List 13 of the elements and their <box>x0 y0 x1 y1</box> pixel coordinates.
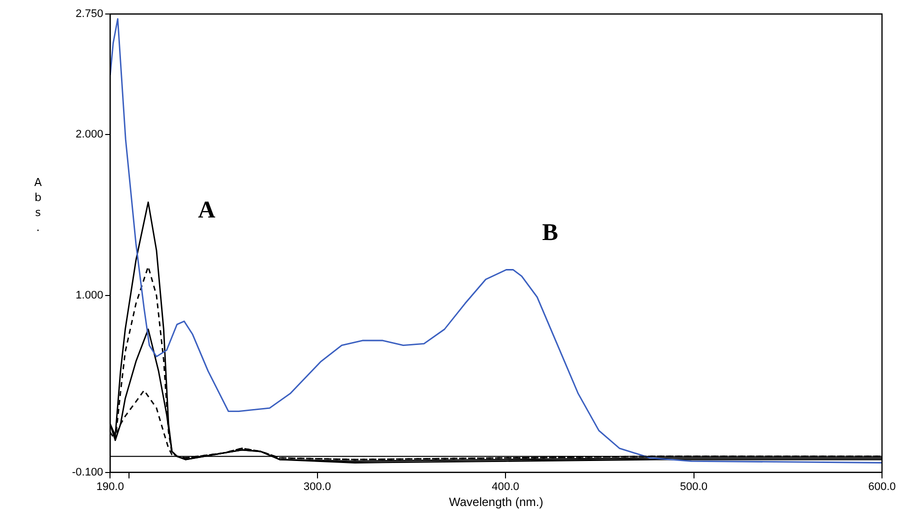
y-axis-title: Abs. <box>34 176 42 234</box>
annotation: A <box>198 197 216 224</box>
x-tick-label: 190.0 <box>96 481 124 494</box>
x-tick-label: 300.0 <box>303 481 332 494</box>
x-tick-label: 400.0 <box>492 481 520 494</box>
x-tick-label: 500.0 <box>680 481 708 494</box>
y-tick-label: -0.100 <box>72 466 104 478</box>
x-axis-title: Wavelength (nm.) <box>448 495 544 510</box>
y-tick-label: 2.000 <box>76 128 104 141</box>
y-tick-label: 2.750 <box>76 8 104 20</box>
x-tick-label: 600.0 <box>868 481 896 494</box>
annotation: B <box>542 220 558 246</box>
y-tick-label: 1.000 <box>76 290 104 302</box>
